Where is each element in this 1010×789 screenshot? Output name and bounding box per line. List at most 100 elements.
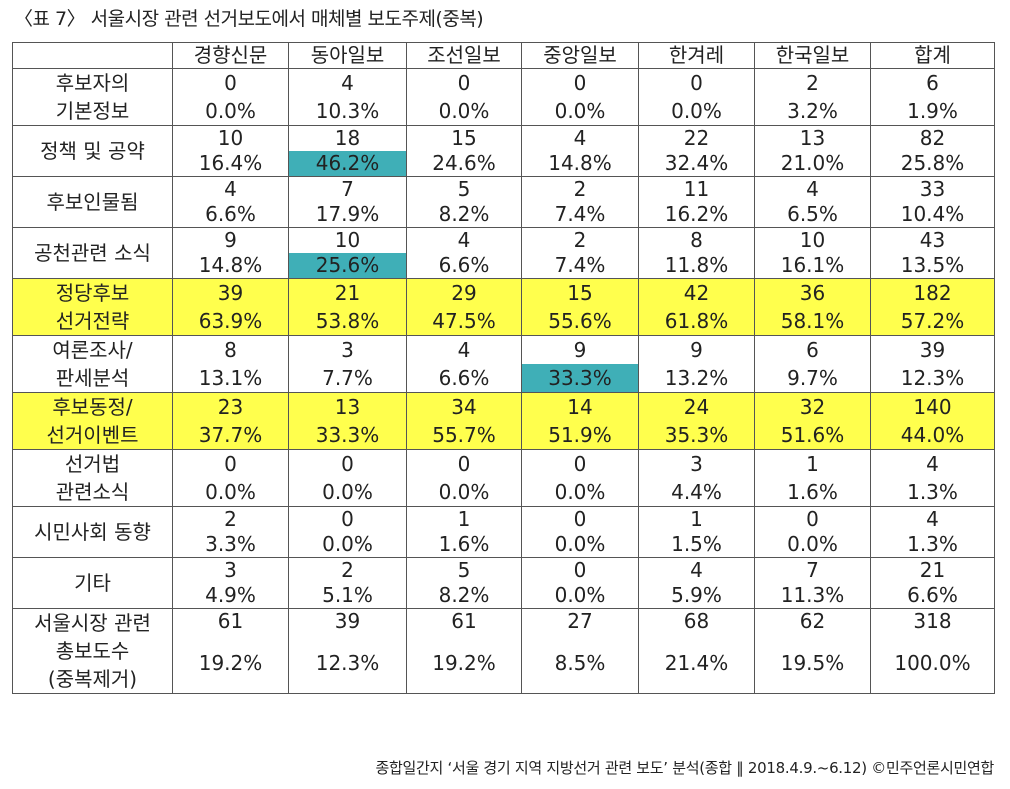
count-cell: 14 [521,392,639,421]
count-cell: 4 [406,335,522,364]
count-cell: 9 [638,335,755,364]
count-cell: 21 [288,278,407,307]
percent-cell: 1.6% [754,478,871,507]
column-header: 중앙일보 [521,42,639,69]
row-label-line: 판세분석 [55,366,130,390]
corner-cell [12,42,173,69]
percent-cell: 6.6% [870,583,995,609]
count-cell: 7 [288,176,407,202]
percent-cell: 6.5% [754,202,871,228]
table-row: 4.9% 5.1% 8.2% 0.0% 5.9% 11.3% 6.6% [13,583,995,609]
table-row: 여론조사/판세분석 8 3 4 9 9 6 39 [12,335,995,393]
percent-cell: 0.0% [172,478,289,507]
row-label-line: 선거법 [64,452,121,476]
table-row: 16.4% 46.2% 24.6% 14.8% 32.4% 21.0% 25.8% [13,151,995,177]
row-label-line: 기타 [74,571,111,595]
percent-cell: 14.8% [172,253,289,279]
count-cell: 68 [638,608,755,634]
row-label-line: 관련소식 [55,480,130,504]
percent-cell: 25.8% [870,151,995,177]
percent-cell: 11.3% [754,583,871,609]
count-cell: 5 [406,557,522,583]
count-cell: 4 [521,125,639,151]
table-row: 후보자의 기본정보 0 4 0 0 0 2 6 [12,68,995,126]
percent-cell: 12.3% [870,364,995,393]
count-cell: 22 [638,125,755,151]
table-row: 정책 및 공약 10 18 15 4 22 13 82 [12,125,995,177]
count-cell: 6 [754,335,871,364]
row-label-line: 선거이벤트 [46,423,139,447]
percent-cell: 0.0% [754,532,871,558]
count-cell: 8 [638,227,755,253]
count-cell: 4 [406,227,522,253]
count-cell: 10 [172,125,289,151]
row-label-line: 시민사회 동향 [34,520,151,544]
count-cell: 4 [288,68,407,97]
table-row: 3.3% 0.0% 1.6% 0.0% 1.5% 0.0% 1.3% [13,532,995,558]
count-cell: 318 [870,608,995,634]
percent-cell: 4.9% [172,583,289,609]
percent-cell: 1.3% [870,532,995,558]
percent-cell: 58.1% [754,307,871,336]
percent-cell: 16.2% [638,202,755,228]
percent-cell: 6.6% [406,364,522,393]
percent-cell: 5.1% [288,583,407,609]
count-cell: 18 [288,125,407,151]
table-row: 선거법 관련소식 0 0 0 0 3 1 4 [12,449,995,507]
percent-cell: 0.0% [521,478,639,507]
count-cell: 140 [870,392,995,421]
count-cell: 10 [288,227,407,253]
table-row: 서울시장 관련 총보도수 (중복제거) 61 39 61 27 68 62 318 [12,608,995,694]
row-label-line: 후보인물됨 [46,190,139,214]
count-cell: 33 [870,176,995,202]
row-label-line: (중복제거) [47,667,138,691]
row-label: 후보자의 기본정보 [12,68,173,126]
count-cell: 13 [288,392,407,421]
percent-cell: 19.2% [406,634,522,694]
row-label: 기타 [12,557,173,609]
percent-cell: 10.3% [288,97,407,126]
percent-cell: 14.8% [521,151,639,177]
percent-cell: 0.0% [172,97,289,126]
percent-cell: 3.3% [172,532,289,558]
count-cell: 0 [521,557,639,583]
table-row: 시민사회 동향 2 0 1 0 1 0 4 [12,506,995,558]
percent-cell: 21.4% [638,634,755,694]
percent-cell: 46.2% [288,151,407,177]
percent-cell: 5.9% [638,583,755,609]
count-cell: 21 [870,557,995,583]
count-cell: 0 [521,506,639,532]
count-cell: 2 [172,506,289,532]
row-label-line: 후보자의 [55,71,130,95]
percent-cell: 6.6% [172,202,289,228]
column-header: 한국일보 [754,42,871,69]
percent-cell: 19.2% [172,634,289,694]
count-cell: 4 [172,176,289,202]
count-cell: 0 [172,449,289,478]
coverage-topic-table: 경향신문 동아일보 조선일보 중앙일보 한겨레 한국일보 합계 후보자의 기본정보 0 4 0 0 0 2 6… [12,42,995,694]
percent-cell: 13.2% [638,364,755,393]
row-label-line: 서울시장 관련 [34,611,151,635]
count-cell: 32 [754,392,871,421]
percent-cell: 16.4% [172,151,289,177]
row-label: 후보인물됨 [12,176,173,228]
count-cell: 36 [754,278,871,307]
percent-cell: 61.8% [638,307,755,336]
percent-cell: 6.6% [406,253,522,279]
percent-cell: 4.4% [638,478,755,507]
percent-cell: 33.3% [521,364,639,393]
count-cell: 0 [172,68,289,97]
percent-cell: 11.8% [638,253,755,279]
percent-cell: 7.7% [288,364,407,393]
count-cell: 1 [754,449,871,478]
count-cell: 9 [521,335,639,364]
column-header: 합계 [870,42,995,69]
percent-cell: 0.0% [406,97,522,126]
table-row: 후보동정/선거이벤트 23 13 34 14 24 32 140 [12,392,995,450]
count-cell: 8 [172,335,289,364]
count-cell: 61 [172,608,289,634]
percent-cell: 0.0% [638,97,755,126]
count-cell: 2 [754,68,871,97]
percent-cell: 32.4% [638,151,755,177]
